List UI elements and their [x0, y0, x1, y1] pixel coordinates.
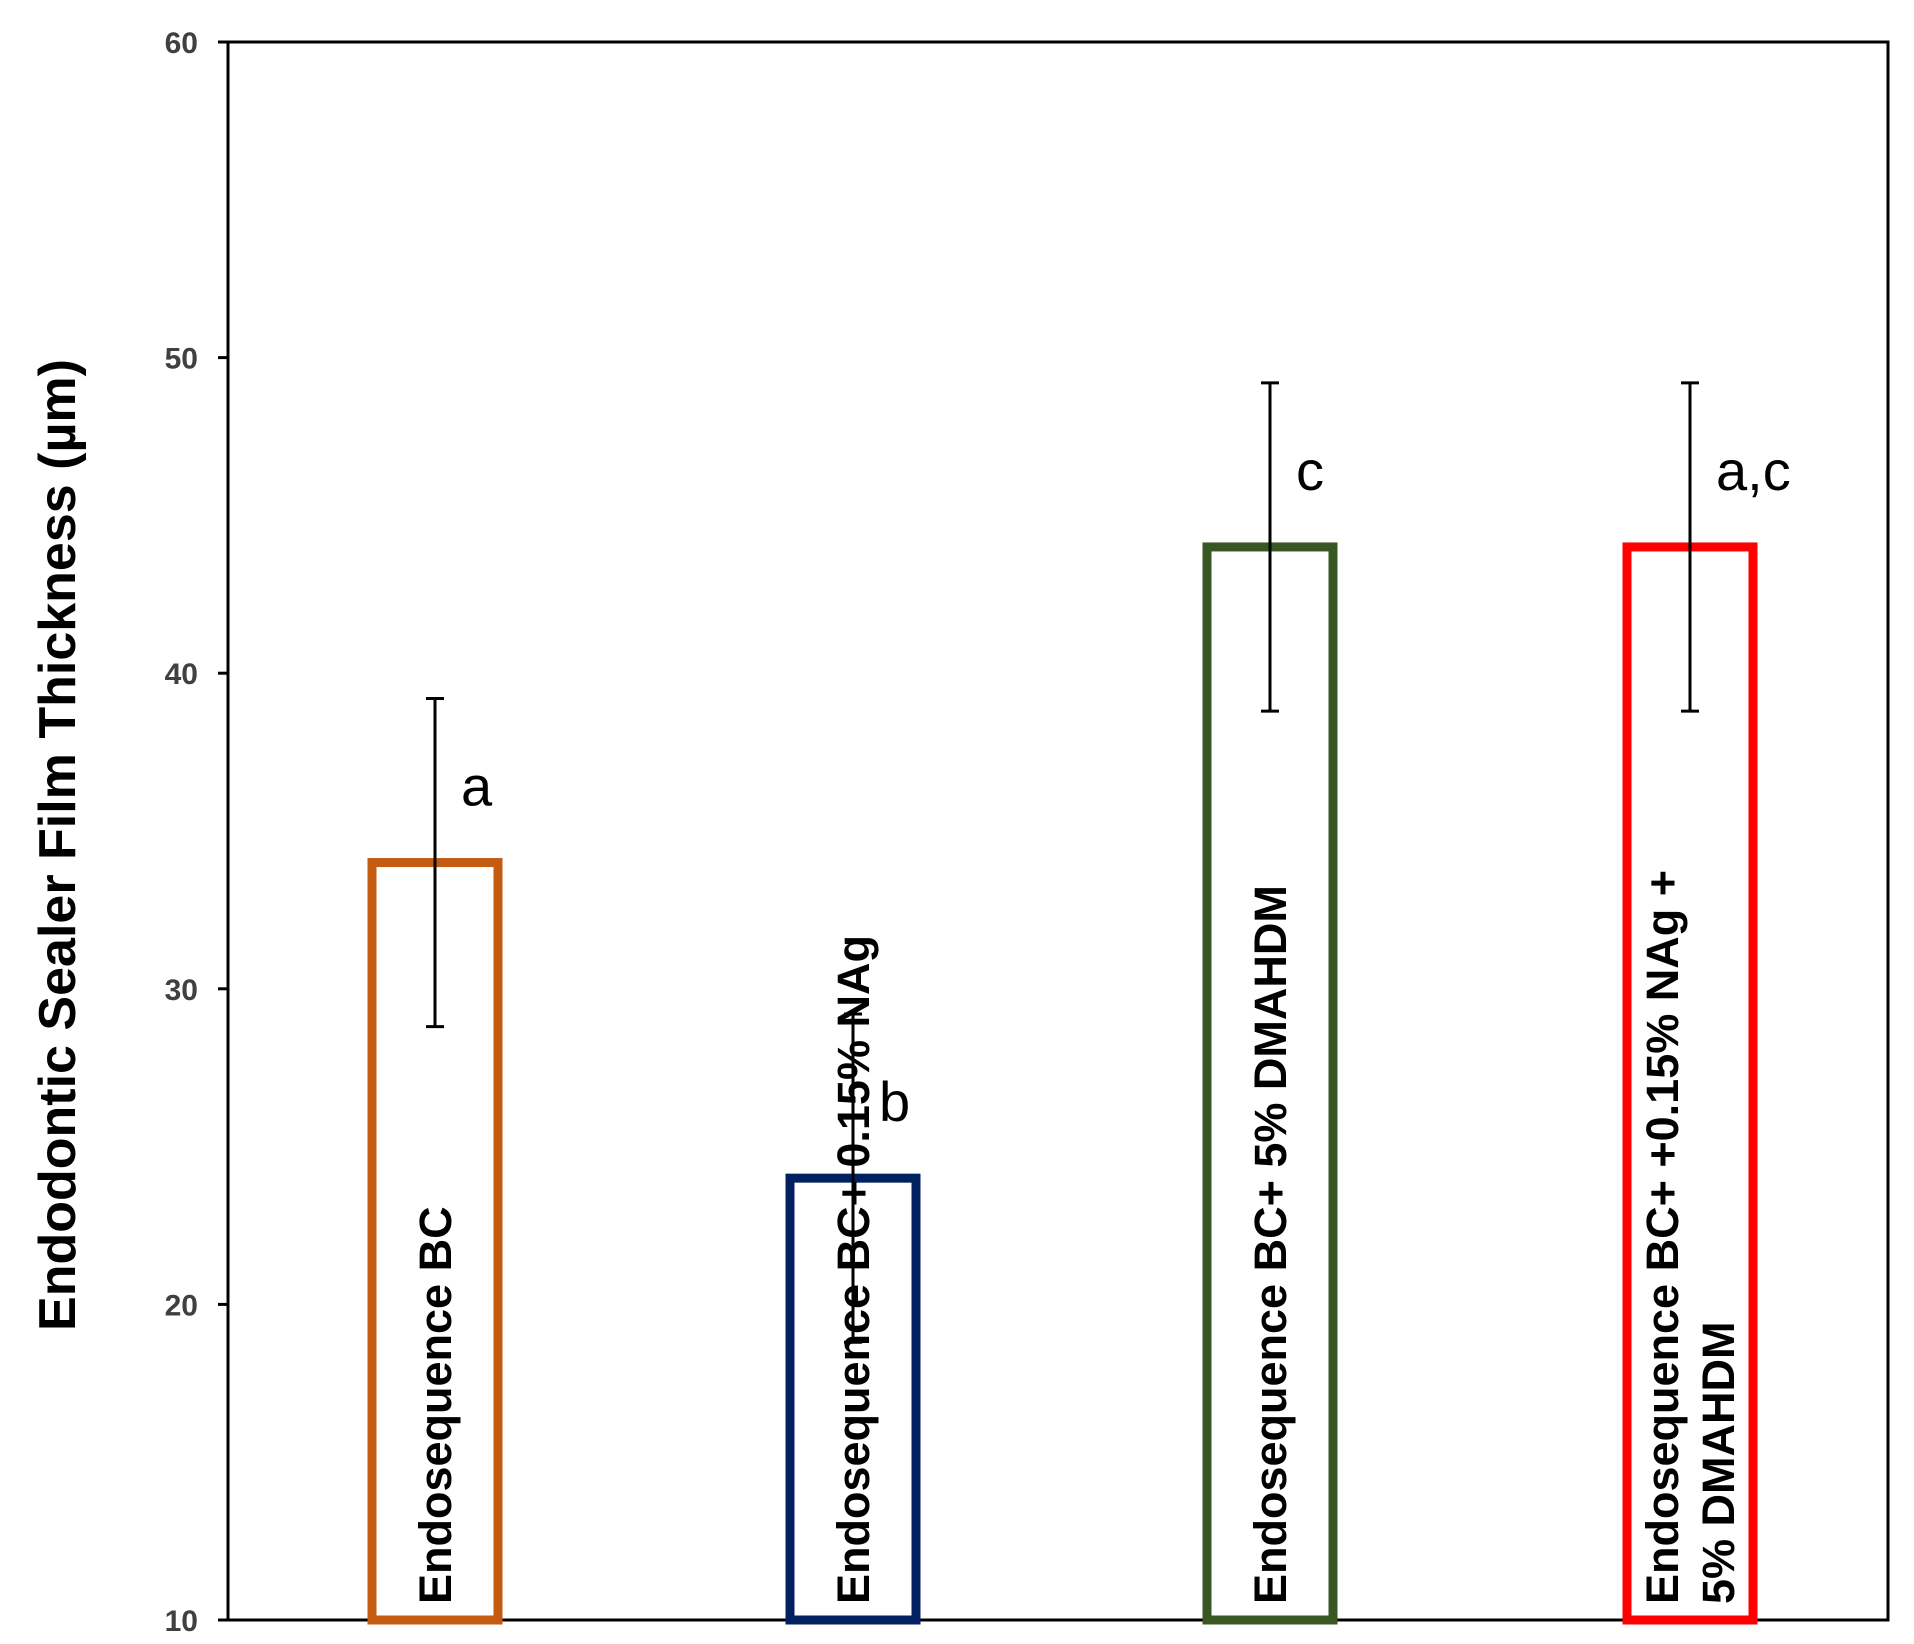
significance-letter: a [461, 755, 493, 818]
category-label: Endosequence BC [410, 1206, 461, 1604]
bar [1622, 542, 1758, 1625]
category-label: Endosequence BC+ 5% DMAHDM [1245, 885, 1296, 1604]
y-tick-label: 30 [165, 974, 198, 1007]
category-label: Endosequence BC+ 0.15% NAg [828, 935, 879, 1604]
bars [367, 542, 1758, 1625]
error-bars [426, 381, 1699, 1344]
significance-letter: c [1296, 439, 1324, 502]
category-label: Endosequence BC+ +0.15% NAg + [1637, 870, 1688, 1604]
significance-letters: a b c a,c [461, 439, 1791, 1133]
bar-labels: Endosequence BC Endosequence BC+ 0.15% NA… [410, 870, 1744, 1604]
y-tick-label: 40 [165, 658, 198, 691]
significance-letter: b [879, 1070, 910, 1133]
y-tick-label: 20 [165, 1289, 198, 1322]
category-label: 5% DMAHDM [1693, 1321, 1744, 1604]
y-axis-title: Endodontic Sealer Film Thickness (µm) [29, 359, 87, 1331]
axes: 10 20 30 40 50 60 [165, 27, 1890, 1638]
y-tick-label: 60 [165, 27, 198, 60]
significance-letter: a,c [1716, 439, 1791, 502]
y-tick-label: 50 [165, 343, 198, 376]
y-tick-label: 10 [165, 1605, 198, 1638]
plot-frame [226, 40, 1890, 1622]
